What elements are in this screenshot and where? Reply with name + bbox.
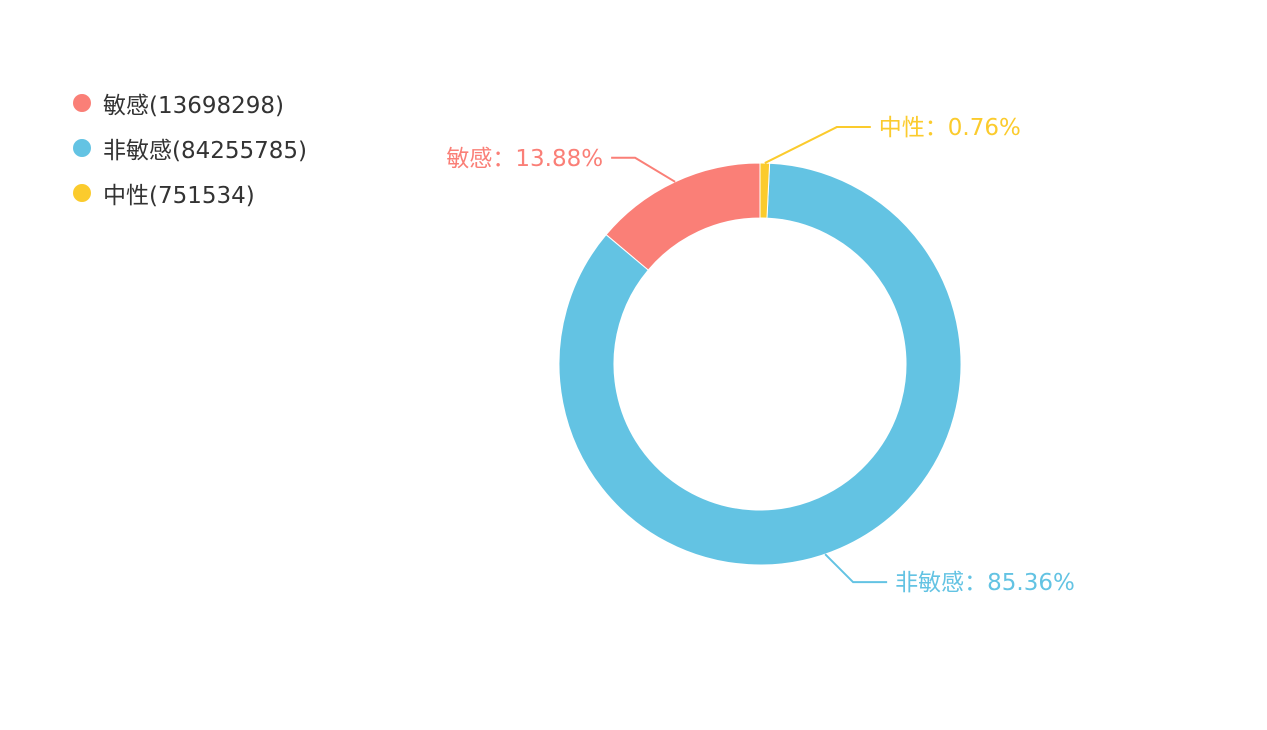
slice-non-sensitive[interactable] (558, 162, 962, 566)
legend-dot-icon (73, 93, 91, 112)
legend: 敏感(13698298) 非敏感(84255785) 中性(751534) (73, 80, 307, 215)
leader-line-sensitive (611, 156, 676, 183)
legend-label: 敏感(13698298) (103, 92, 285, 119)
slice-label-neutral: 中性：0.76% (879, 115, 1021, 141)
leader-line-non-sensitive (824, 553, 888, 584)
labels-group: 敏感：13.88% 非敏感：85.36% 中性：0.76% (446, 115, 1074, 596)
leader-line-neutral (764, 126, 871, 164)
legend-item-neutral[interactable]: 中性(751534) (73, 170, 307, 215)
slice-label-sensitive: 敏感：13.88% (446, 146, 603, 172)
legend-label: 非敏感(84255785) (103, 137, 308, 164)
legend-dot-icon (73, 183, 91, 202)
slice-neutral[interactable] (759, 162, 771, 219)
legend-item-non-sensitive[interactable]: 非敏感(84255785) (73, 125, 307, 170)
legend-label: 中性(751534) (103, 182, 255, 209)
legend-dot-icon (73, 138, 91, 157)
slice-label-non-sensitive: 非敏感：85.36% (895, 570, 1075, 596)
legend-item-sensitive[interactable]: 敏感(13698298) (73, 80, 307, 125)
slices-group (558, 162, 962, 566)
